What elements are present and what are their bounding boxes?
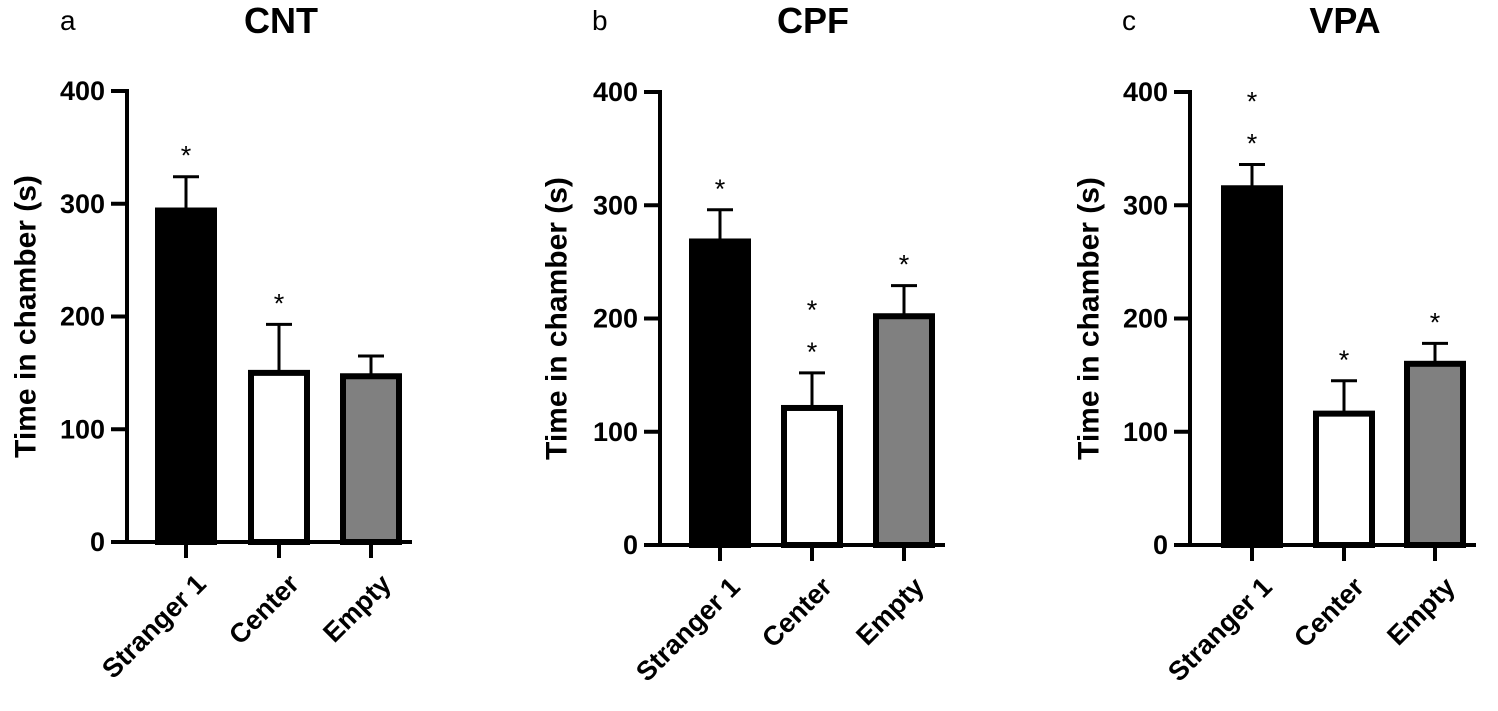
y-tick-label: 300 xyxy=(593,190,638,220)
y-tick-label: 100 xyxy=(1123,417,1168,447)
x-category-label: Center xyxy=(1288,571,1370,653)
x-category-label: Stranger 1 xyxy=(1162,572,1278,688)
bar xyxy=(781,404,843,548)
chart-title: VPA xyxy=(1309,0,1380,41)
y-tick-label: 400 xyxy=(60,76,105,106)
y-tick-label: 100 xyxy=(60,414,105,444)
significance-mark: * xyxy=(1339,345,1350,375)
bar xyxy=(248,369,310,545)
significance-mark: * xyxy=(807,295,818,325)
chart-title: CPF xyxy=(777,0,849,41)
x-category-label: Stranger 1 xyxy=(630,572,746,688)
y-tick-label: 300 xyxy=(60,189,105,219)
x-category-label: Stranger 1 xyxy=(96,569,212,685)
y-axis-label: Time in chamber (s) xyxy=(541,177,574,460)
bar xyxy=(155,207,217,545)
bar xyxy=(1221,185,1283,548)
x-category-label: Empty xyxy=(850,572,930,652)
y-tick-label: 200 xyxy=(593,304,638,334)
significance-mark: * xyxy=(181,141,192,171)
panel-letter: b xyxy=(592,5,608,36)
y-tick-label: 100 xyxy=(593,417,638,447)
significance-mark: * xyxy=(807,337,818,367)
bar xyxy=(1404,360,1466,548)
x-category-label: Empty xyxy=(317,569,397,649)
panel-letter: a xyxy=(60,5,76,36)
bar xyxy=(873,313,935,548)
chart-panel-a: a CNT Time in chamber (s) * * 0 100 200 300 400 St… xyxy=(10,0,412,685)
significance-mark: * xyxy=(899,250,910,280)
y-tick-label: 0 xyxy=(1153,530,1168,560)
significance-mark: * xyxy=(715,174,726,204)
y-axis-label: Time in chamber (s) xyxy=(10,175,43,458)
significance-mark: * xyxy=(1247,86,1258,116)
chart-panel-c: c VPA Time in chamber (s) * * * * 0 100 200 300 400… xyxy=(1073,0,1476,688)
significance-mark: * xyxy=(1247,128,1258,158)
panel-letter: c xyxy=(1122,5,1136,36)
significance-mark: * xyxy=(274,288,285,318)
chart-panel-b: b CPF Time in chamber (s) * * * * 0 100 200 300 400… xyxy=(541,0,945,688)
x-category-label: Center xyxy=(756,571,838,653)
chart-title: CNT xyxy=(244,0,318,41)
y-tick-label: 200 xyxy=(1123,304,1168,334)
y-tick-label: 200 xyxy=(60,302,105,332)
x-category-label: Center xyxy=(223,568,305,650)
y-tick-label: 300 xyxy=(1123,190,1168,220)
x-category-label: Empty xyxy=(1381,572,1461,652)
significance-mark: * xyxy=(1430,307,1441,337)
y-tick-label: 400 xyxy=(593,77,638,107)
y-tick-label: 0 xyxy=(623,530,638,560)
y-tick-label: 0 xyxy=(90,527,105,557)
bar xyxy=(1313,410,1375,548)
y-tick-label: 400 xyxy=(1123,77,1168,107)
bar xyxy=(689,238,751,549)
bar xyxy=(340,373,402,545)
y-axis-label: Time in chamber (s) xyxy=(1073,177,1106,460)
